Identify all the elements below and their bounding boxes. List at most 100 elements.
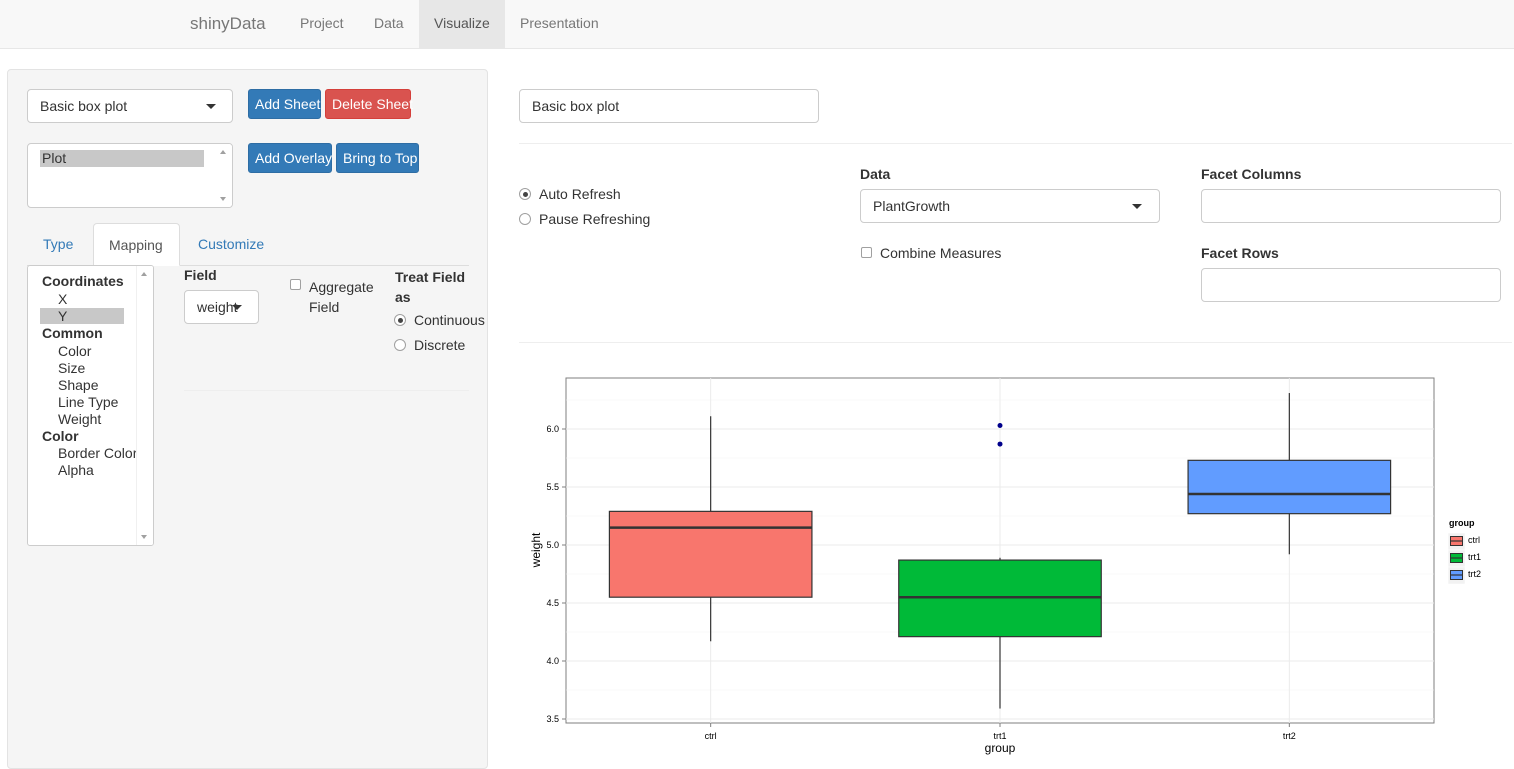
aesthetic-alpha[interactable]: Alpha [58,462,94,478]
combine-measures-checkbox[interactable] [861,247,872,258]
x-tick-label: trt2 [1283,731,1296,741]
aggregate-checkbox[interactable] [290,279,301,290]
discrete-label: Discrete [414,337,466,353]
delete-sheet-button[interactable]: Delete Sheet [325,89,413,119]
x-tick-label: ctrl [705,731,717,741]
layer-list[interactable]: Plot [27,143,233,208]
nav-data[interactable]: Data [374,15,404,31]
aesthetic-y[interactable]: Y [58,308,68,324]
legend-title: group [1449,518,1475,528]
legend-label-trt1: trt1 [1468,552,1481,562]
add-sheet-button[interactable]: Add Sheet [248,89,321,119]
treat-field-label: Treat Field as [395,269,466,305]
aesthetic-selection [40,308,124,324]
y-tick-label: 3.5 [546,714,559,724]
y-tick-label: 4.0 [546,656,559,666]
nav-visualize[interactable]: Visualize [419,0,505,48]
aesthetic-group-color: Color [42,428,79,444]
auto-refresh-radio[interactable] [519,188,531,200]
sidebar-tabs: Type Mapping Customize [27,223,469,266]
legend-label-trt2: trt2 [1468,569,1481,579]
box-trt1 [898,559,1102,638]
aesthetic-border-color[interactable]: Border Color [58,445,136,461]
layer-selection [40,150,204,167]
layer-item-plot[interactable]: Plot [42,150,67,166]
scroll-down-icon[interactable] [220,197,226,201]
x-axis-title: group [985,741,1016,755]
plot-divider [519,342,1512,343]
pause-refresh-radio[interactable] [519,213,531,225]
tab-type[interactable]: Type [43,236,74,252]
chevron-down-icon [1132,204,1142,209]
combine-measures-label: Combine Measures [880,245,1002,261]
aesthetic-list[interactable]: Coordinates X Y Common Color Size Shape … [27,265,154,546]
field-select[interactable]: weight [184,290,259,324]
sheet-select[interactable]: Basic box plot [27,89,233,123]
field-select-value: weight [197,299,238,315]
aesthetic-x[interactable]: X [58,291,68,307]
sheet-name-input[interactable] [519,89,819,123]
aesthetic-line-type[interactable]: Line Type [58,394,119,410]
boxes [608,393,1392,709]
aesthetic-weight[interactable]: Weight [58,411,102,427]
y-axis: 3.5 4.0 4.5 5.0 5.5 6.0 [546,424,566,724]
aesthetic-group-coordinates: Coordinates [42,273,124,289]
add-overlay-button[interactable]: Add Overlay [248,143,332,173]
field-divider [184,390,469,391]
aggregate-label: Aggregate Field [309,279,374,315]
tab-mapping[interactable]: Mapping [93,223,180,266]
sheet-select-value: Basic box plot [40,98,128,114]
legend-label-ctrl: ctrl [1468,535,1480,545]
data-select[interactable]: PlantGrowth [860,189,1160,223]
tab-customize[interactable]: Customize [198,236,265,252]
nav-project[interactable]: Project [300,15,344,31]
chevron-down-icon [232,305,242,310]
scroll-down-icon[interactable] [141,535,147,539]
y-tick-label: 6.0 [546,424,559,434]
auto-refresh-label: Auto Refresh [539,186,621,202]
aesthetic-size[interactable]: Size [58,360,86,376]
scroll-up-icon[interactable] [141,272,147,276]
aesthetic-list-scrollbar[interactable] [136,266,153,545]
x-tick-label: trt1 [993,731,1006,741]
y-axis-title: weight [529,532,543,568]
facet-rows-input[interactable] [1201,268,1501,302]
legend-key-bg [1447,549,1466,568]
legend-swatch-trt2 [1450,570,1463,580]
aesthetic-group-common: Common [42,325,103,341]
box-trt2 [1187,459,1392,515]
legend-key-bg [1447,532,1466,551]
legend-key-bg [1447,566,1466,585]
field-label: Field [184,267,217,283]
legend: group ctrl trt1 trt2 [1447,518,1481,585]
brand[interactable]: shinyData [190,14,266,33]
navbar: shinyData Project Data Visualize Present… [0,0,1514,49]
continuous-radio[interactable] [394,314,406,326]
aesthetic-shape[interactable]: Shape [58,377,99,393]
continuous-label: Continuous [414,312,485,328]
outlier-point [997,441,1003,447]
x-axis: ctrl trt1 trt2 [705,723,1296,741]
data-select-value: PlantGrowth [873,198,951,214]
discrete-radio[interactable] [394,339,406,351]
legend-swatch-ctrl [1450,536,1463,546]
aesthetic-color[interactable]: Color [58,343,92,359]
legend-swatch-trt1 [1450,553,1463,563]
y-tick-label: 5.0 [546,540,559,550]
y-tick-label: 4.5 [546,598,559,608]
facet-rows-label: Facet Rows [1201,245,1279,261]
plot-panel [565,377,1435,724]
bring-to-top-button[interactable]: Bring to Top [336,143,419,173]
chevron-down-icon [206,104,216,109]
data-label: Data [860,166,891,182]
top-divider [519,143,1512,144]
layer-list-scrollbar[interactable] [216,144,232,207]
pause-refresh-label: Pause Refreshing [539,211,651,227]
facet-columns-input[interactable] [1201,189,1501,223]
scroll-up-icon[interactable] [220,150,226,154]
box-ctrl [608,510,813,598]
outlier-point [997,423,1003,429]
plot-grid [566,378,1434,723]
y-tick-label: 5.5 [546,482,559,492]
nav-presentation[interactable]: Presentation [520,15,599,31]
